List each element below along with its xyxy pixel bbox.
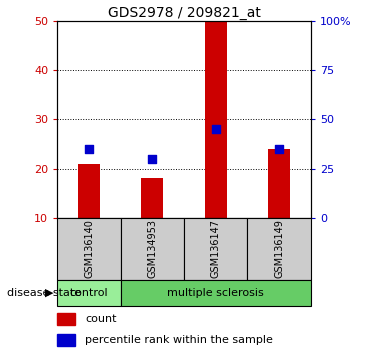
Text: control: control: [70, 288, 108, 298]
Title: GDS2978 / 209821_at: GDS2978 / 209821_at: [108, 6, 260, 20]
Text: count: count: [85, 314, 117, 324]
Bar: [141, 178, 164, 218]
Text: GSM136140: GSM136140: [84, 219, 94, 278]
Text: GSM136149: GSM136149: [274, 219, 284, 278]
Bar: [57, 218, 121, 280]
Point: [276, 146, 282, 152]
Bar: [57, 280, 121, 306]
Text: GSM134953: GSM134953: [147, 219, 157, 278]
Bar: [205, 21, 227, 218]
Bar: [121, 218, 184, 280]
Bar: [248, 218, 311, 280]
Text: percentile rank within the sample: percentile rank within the sample: [85, 335, 273, 345]
Bar: [184, 218, 248, 280]
Point: [149, 156, 155, 161]
Bar: [57, 313, 75, 325]
Text: ▶: ▶: [45, 288, 54, 298]
Text: multiple sclerosis: multiple sclerosis: [167, 288, 264, 298]
Bar: [268, 149, 290, 218]
Text: GSM136147: GSM136147: [211, 219, 221, 278]
Point: [86, 146, 92, 152]
Bar: [57, 334, 75, 346]
Bar: [78, 164, 100, 218]
Bar: [121, 280, 311, 306]
Point: [213, 126, 219, 132]
Text: disease state: disease state: [7, 288, 81, 298]
